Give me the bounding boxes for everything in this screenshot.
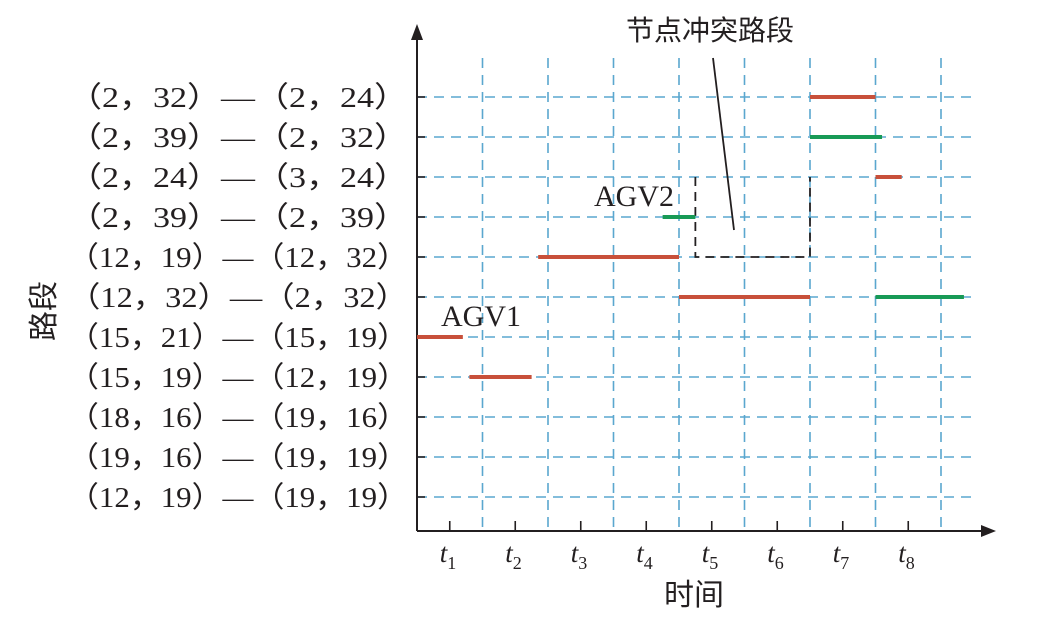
y-category-labels: （2，32）—（2，24） （2，39）—（2，32） （2，24）—（3，24） （… xyxy=(68,82,425,514)
y-category-label: （18，16）—（19，16） xyxy=(68,402,408,434)
y-category-label: （12，19）—（19，19） xyxy=(68,482,408,514)
grid-lines xyxy=(417,58,972,531)
x-tick-label: t5 xyxy=(702,538,719,573)
y-category-label: （12，32）—（2，32） xyxy=(68,282,408,314)
x-axis-title: 时间 xyxy=(664,578,724,613)
x-tick-label: t4 xyxy=(636,538,653,573)
conflict-box xyxy=(694,177,811,258)
y-axis-arrow-icon xyxy=(411,24,423,40)
x-tick-label: t7 xyxy=(833,538,850,573)
agv2-label: AGV2 xyxy=(594,180,674,213)
y-category-label: （15，19）—（12，19） xyxy=(68,362,408,394)
y-category-label: （2，39）—（2，32） xyxy=(68,122,408,154)
conflict-leader-line xyxy=(712,57,735,231)
x-tick-label: t3 xyxy=(571,538,588,573)
x-tick-label: t6 xyxy=(767,538,784,573)
axes xyxy=(411,24,996,537)
agv1-label: AGV1 xyxy=(441,300,521,333)
y-category-label: （19，16）—（19，19） xyxy=(68,442,408,474)
x-tick-label: t1 xyxy=(440,538,457,573)
y-category-label: （12，19）—（12，32） xyxy=(68,242,408,274)
x-tick-label: t2 xyxy=(505,538,522,573)
conflict-annotation xyxy=(694,57,811,258)
conflict-label: 节点冲突路段 xyxy=(626,14,794,47)
y-category-label: （2，32）—（2，24） xyxy=(68,82,408,114)
annotations: AGV1 AGV2 节点冲突路段 时间 路段 xyxy=(27,14,794,613)
x-tick-label: t8 xyxy=(898,538,915,573)
y-category-label: （2，24）—（3，24） xyxy=(68,162,408,194)
x-tick-labels: t1 t2 t3 t4 t5 t6 t7 t8 xyxy=(440,521,915,573)
x-axis-arrow-icon xyxy=(981,525,996,537)
gantt-bars xyxy=(417,95,964,379)
y-category-label: （2，39）—（2，39） xyxy=(68,202,408,234)
y-axis-title: 路段 xyxy=(27,281,62,341)
y-category-label: （15，21）—（15，19） xyxy=(68,322,408,354)
